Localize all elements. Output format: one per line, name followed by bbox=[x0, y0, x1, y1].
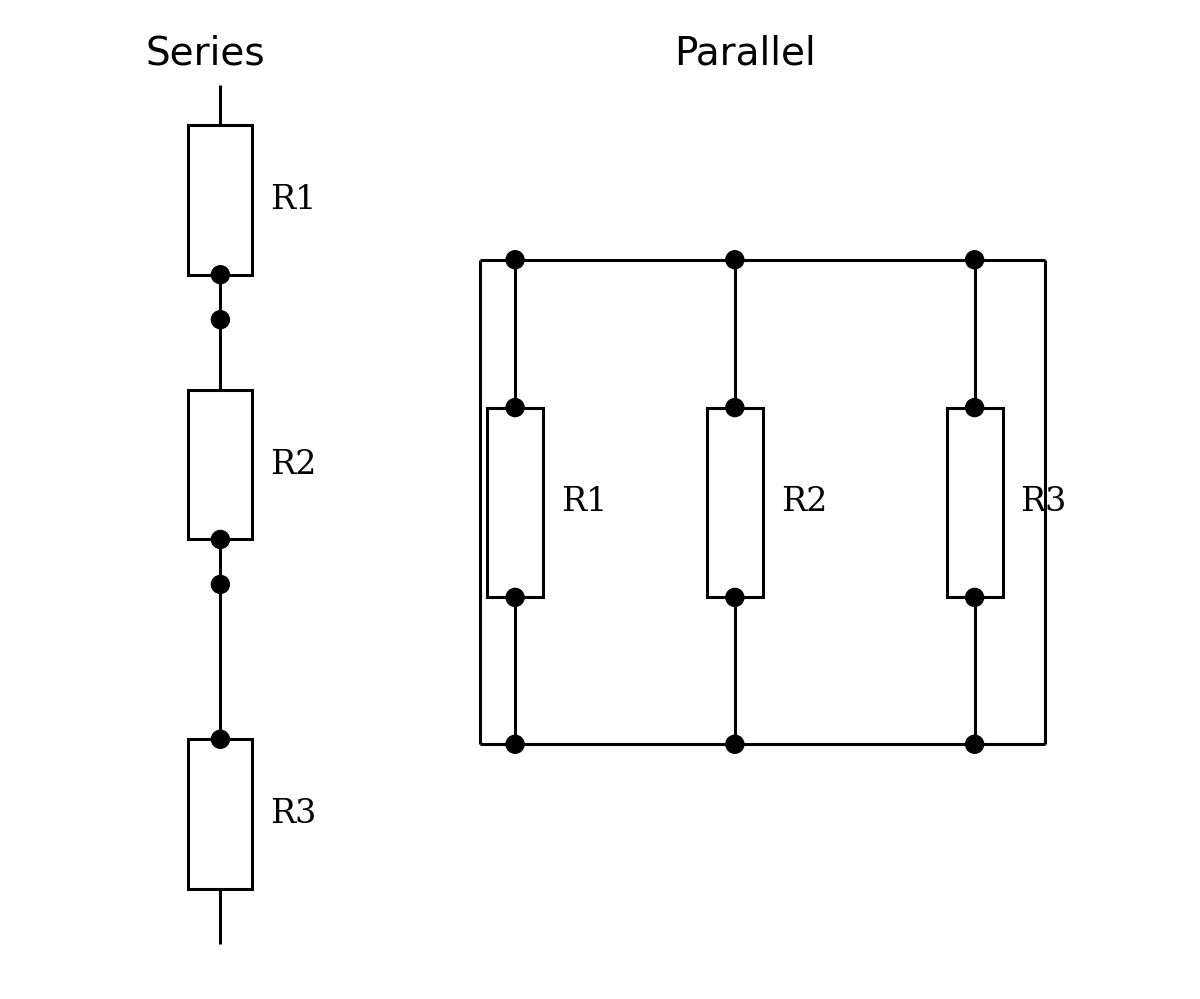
Text: R1: R1 bbox=[270, 184, 317, 216]
Circle shape bbox=[966, 251, 984, 269]
Text: Parallel: Parallel bbox=[674, 35, 816, 73]
Circle shape bbox=[211, 575, 229, 593]
Circle shape bbox=[211, 530, 229, 548]
Bar bbox=[188, 739, 252, 889]
Circle shape bbox=[726, 588, 744, 606]
Circle shape bbox=[506, 735, 524, 753]
Bar bbox=[487, 408, 544, 597]
Bar bbox=[707, 408, 763, 597]
Circle shape bbox=[506, 251, 524, 269]
Bar bbox=[947, 408, 1002, 597]
Circle shape bbox=[966, 735, 984, 753]
Circle shape bbox=[211, 311, 229, 329]
Circle shape bbox=[211, 266, 229, 284]
Bar bbox=[188, 125, 252, 275]
Circle shape bbox=[726, 735, 744, 753]
Circle shape bbox=[211, 730, 229, 748]
Text: R1: R1 bbox=[562, 487, 607, 518]
Text: R3: R3 bbox=[1020, 487, 1067, 518]
Text: R2: R2 bbox=[270, 449, 317, 481]
Circle shape bbox=[506, 399, 524, 417]
Bar bbox=[188, 390, 252, 539]
Text: R2: R2 bbox=[781, 487, 827, 518]
Text: Series: Series bbox=[145, 35, 265, 73]
Circle shape bbox=[966, 399, 984, 417]
Text: R3: R3 bbox=[270, 798, 317, 830]
Circle shape bbox=[966, 588, 984, 606]
Circle shape bbox=[506, 588, 524, 606]
Circle shape bbox=[726, 251, 744, 269]
Circle shape bbox=[726, 399, 744, 417]
